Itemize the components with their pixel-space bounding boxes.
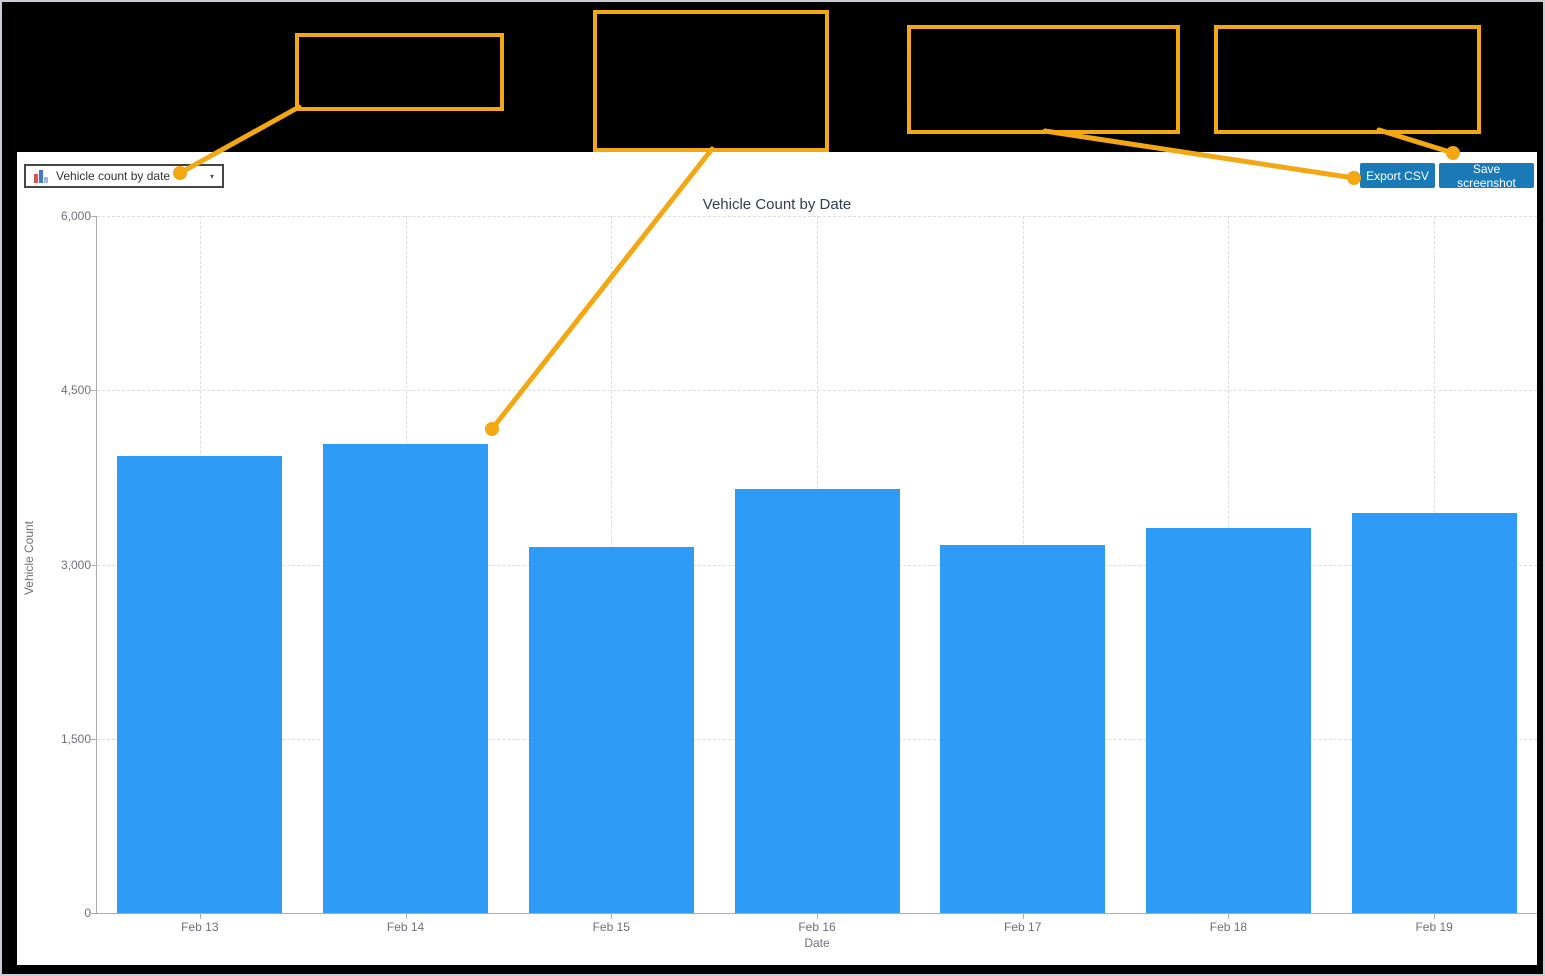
- y-tick-label: 0: [84, 906, 91, 920]
- chart-type-dropdown-value: Vehicle count by date: [56, 169, 171, 183]
- y-axis-tick: [91, 390, 97, 392]
- x-axis-tick: [1434, 913, 1436, 919]
- x-tick-label: Feb 14: [386, 920, 425, 934]
- bar-feb-18[interactable]: [1145, 528, 1311, 913]
- x-tick-label: Feb 13: [181, 920, 219, 934]
- x-axis-tick: [405, 913, 407, 919]
- x-tick-label: Feb 18: [1209, 920, 1248, 934]
- y-axis-tick: [91, 738, 97, 740]
- x-axis-tick: [611, 913, 613, 919]
- x-axis-tick: [817, 913, 818, 919]
- bar-feb-15[interactable]: [528, 547, 694, 913]
- save-screenshot-button[interactable]: Save screenshot: [1439, 162, 1534, 190]
- x-tick-label: Feb 19: [1415, 920, 1453, 934]
- bar-feb-14[interactable]: [323, 443, 489, 913]
- x-axis-line: [96, 913, 1537, 914]
- bar-feb-13[interactable]: [117, 456, 283, 913]
- y-axis-label: Vehicle Count: [22, 520, 36, 596]
- x-axis-tick: [1228, 913, 1230, 919]
- x-axis-tick: [199, 913, 201, 919]
- y-tick-label: 6,000: [60, 209, 91, 223]
- chart-type-dropdown[interactable]: Vehicle count by date ▾: [24, 164, 224, 188]
- y-axis-tick: [91, 564, 97, 566]
- x-axis-label: Date: [804, 936, 830, 950]
- x-tick-label: Feb 16: [798, 920, 836, 934]
- callout-line-4: [1376, 127, 1456, 156]
- y-tick-label: 3,000: [60, 557, 91, 572]
- y-axis-line: [96, 216, 97, 914]
- callout-box-1: [295, 33, 504, 111]
- y-axis-tick: [91, 913, 97, 914]
- x-tick-label: Feb 15: [592, 920, 630, 934]
- chevron-down-icon: ▾: [209, 171, 214, 181]
- chart-title: Vehicle Count by Date: [702, 196, 852, 213]
- export-csv-button[interactable]: Export CSV: [1360, 163, 1435, 188]
- callout-box-3: [907, 25, 1180, 134]
- bar-feb-19[interactable]: [1351, 513, 1517, 913]
- y-tick-label: 4,500: [60, 383, 91, 398]
- bar-feb-17[interactable]: [940, 544, 1106, 913]
- y-tick-label: 1,500: [60, 731, 91, 746]
- chart-app-panel: Vehicle count by date ▾ Export CSV Save …: [17, 152, 1537, 965]
- x-axis-tick: [1022, 913, 1024, 919]
- callout-box-4: [1214, 25, 1481, 134]
- bar-feb-16[interactable]: [734, 488, 900, 913]
- bar-chart-icon: [34, 169, 49, 183]
- x-tick-label: Feb 17: [1004, 920, 1042, 934]
- callout-box-2: [593, 10, 829, 152]
- y-axis-tick: [91, 216, 97, 217]
